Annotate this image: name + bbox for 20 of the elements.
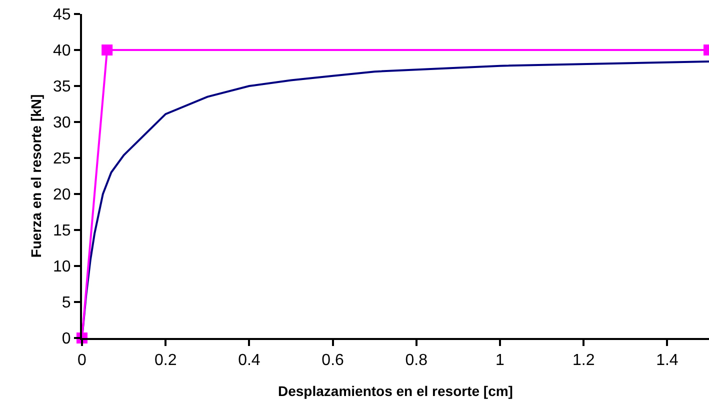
y-tick-label: 5	[62, 294, 71, 312]
y-tick-label: 40	[53, 42, 71, 60]
x-tick-label: 0.8	[405, 352, 428, 370]
y-tick-label: 20	[53, 186, 71, 204]
x-axis-title: Desplazamientos en el resorte [cm]	[278, 383, 513, 399]
x-tick-label: 1.4	[656, 352, 678, 370]
x-tick-label: 0	[78, 352, 87, 370]
y-tick-label: 15	[53, 222, 71, 240]
y-tick-label: 25	[53, 150, 71, 168]
y-tick-label: 35	[53, 78, 71, 96]
x-tick-label: 0.4	[238, 352, 260, 370]
y-tick-label: 30	[53, 114, 71, 132]
y-tick-label: 10	[53, 258, 71, 276]
x-tick-label: 1.2	[572, 352, 595, 370]
y-axis-title: Fuerza en el resorte [kN]	[28, 94, 44, 258]
x-tick-label: 0.6	[322, 352, 344, 370]
x-tick-label: 0.2	[154, 352, 177, 370]
y-tick-label: 45	[53, 6, 71, 24]
x-tick-label: 1	[496, 352, 505, 370]
y-tick-label: 0	[62, 330, 71, 348]
